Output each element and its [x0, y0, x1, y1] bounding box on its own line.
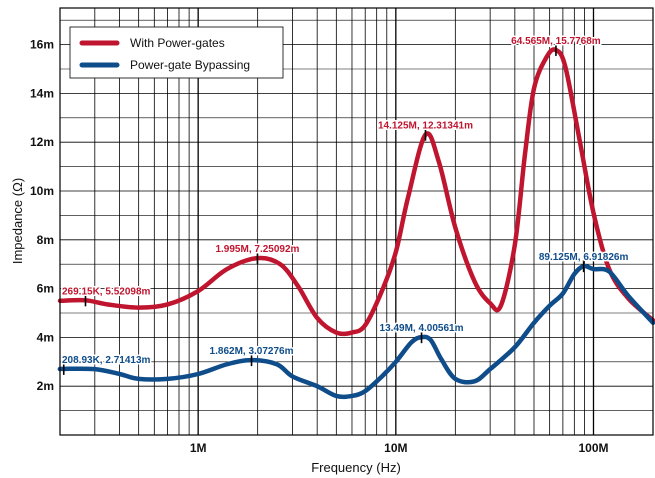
y-tick-label: 6m [37, 282, 54, 296]
x-axis-title: Frequency (Hz) [311, 460, 401, 475]
x-tick-labels: 1M 10M 100M [190, 441, 609, 455]
series-layer [57, 47, 655, 400]
annotation-label: 269.15K, 5.52098m [62, 286, 151, 297]
plot-frame [59, 7, 654, 436]
series-line-with-power-gates [57, 47, 655, 337]
x-tick-label: 10M [384, 441, 407, 455]
y-tick-labels: 2m 4m 6m 8m 10m 12m 14m 16m [30, 38, 54, 394]
y-tick-label: 16m [30, 38, 54, 52]
annotation-label: 14.125M, 12.31341m [378, 121, 473, 132]
annotation-label: 208.93K, 2.71413m [62, 355, 151, 366]
y-tick-label: 10m [30, 184, 54, 198]
y-tick-label: 14m [30, 86, 54, 100]
series-line-power-gate-bypassing [57, 263, 655, 400]
y-tick-label: 12m [30, 135, 54, 149]
legend-label-power-gate-bypassing: Power-gate Bypassing [130, 58, 250, 72]
grid [60, 8, 653, 435]
y-tick-label: 4m [37, 330, 54, 344]
annotation-label: 64.565M, 15.7768m [511, 36, 601, 47]
y-tick-label: 2m [37, 379, 54, 393]
annotation-label: 13.49M, 4.00561m [380, 323, 464, 334]
annotation-layer: 269.15K, 5.52098m 1.995M, 7.25092m 14.125M… [61, 34, 630, 375]
y-tick-label: 8m [37, 233, 54, 247]
x-tick-label: 100M [578, 441, 608, 455]
annotation-label: 1.995M, 7.25092m [215, 244, 299, 255]
y-axis-title: Impedance (Ω) [10, 178, 25, 264]
legend-box [69, 26, 284, 79]
legend-label-with-power-gates: With Power-gates [130, 36, 225, 50]
legend: With Power-gates Power-gate Bypassing [69, 26, 284, 79]
annotation-label: 1.862M, 3.07276m [210, 346, 294, 357]
annotation-label: 89.125M, 6.91826m [539, 252, 629, 263]
x-tick-label: 1M [190, 441, 207, 455]
